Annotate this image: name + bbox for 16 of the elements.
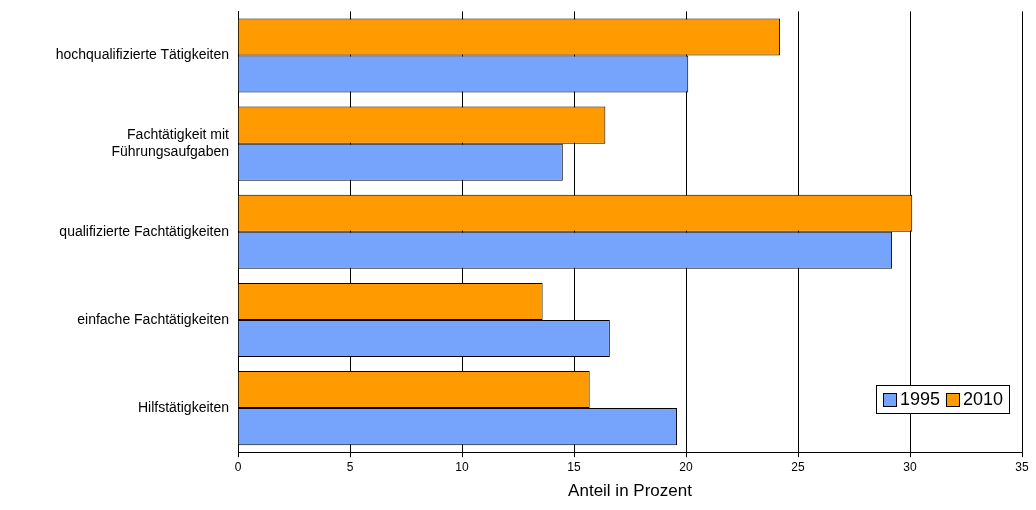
x-tick-label: 25 bbox=[791, 459, 805, 474]
y-tick-label: einfache Fachtätigkeiten bbox=[77, 310, 229, 327]
y-tick-label: qualifizierte Fachtätigkeiten bbox=[59, 222, 229, 239]
x-tick-label: 15 bbox=[567, 459, 581, 474]
x-tick-label: 10 bbox=[455, 459, 469, 474]
x-tick-label: 0 bbox=[234, 459, 242, 474]
x-tick-label: 20 bbox=[679, 459, 693, 474]
x-tick-label: 30 bbox=[903, 459, 917, 474]
x-axis-title: Anteil in Prozent bbox=[568, 481, 693, 501]
x-tick-label: 5 bbox=[346, 459, 354, 474]
legend-label: 1995 bbox=[898, 389, 940, 411]
y-tick-label: Fachtätigkeit mit Führungsaufgaben bbox=[111, 126, 230, 159]
legend-label: 2010 bbox=[961, 389, 1003, 411]
y-tick-label: hochqualifizierte Tätigkeiten bbox=[55, 46, 229, 63]
x-tick-label: 35 bbox=[1015, 459, 1029, 474]
y-tick-label: Hilfstätigkeiten bbox=[137, 398, 229, 415]
